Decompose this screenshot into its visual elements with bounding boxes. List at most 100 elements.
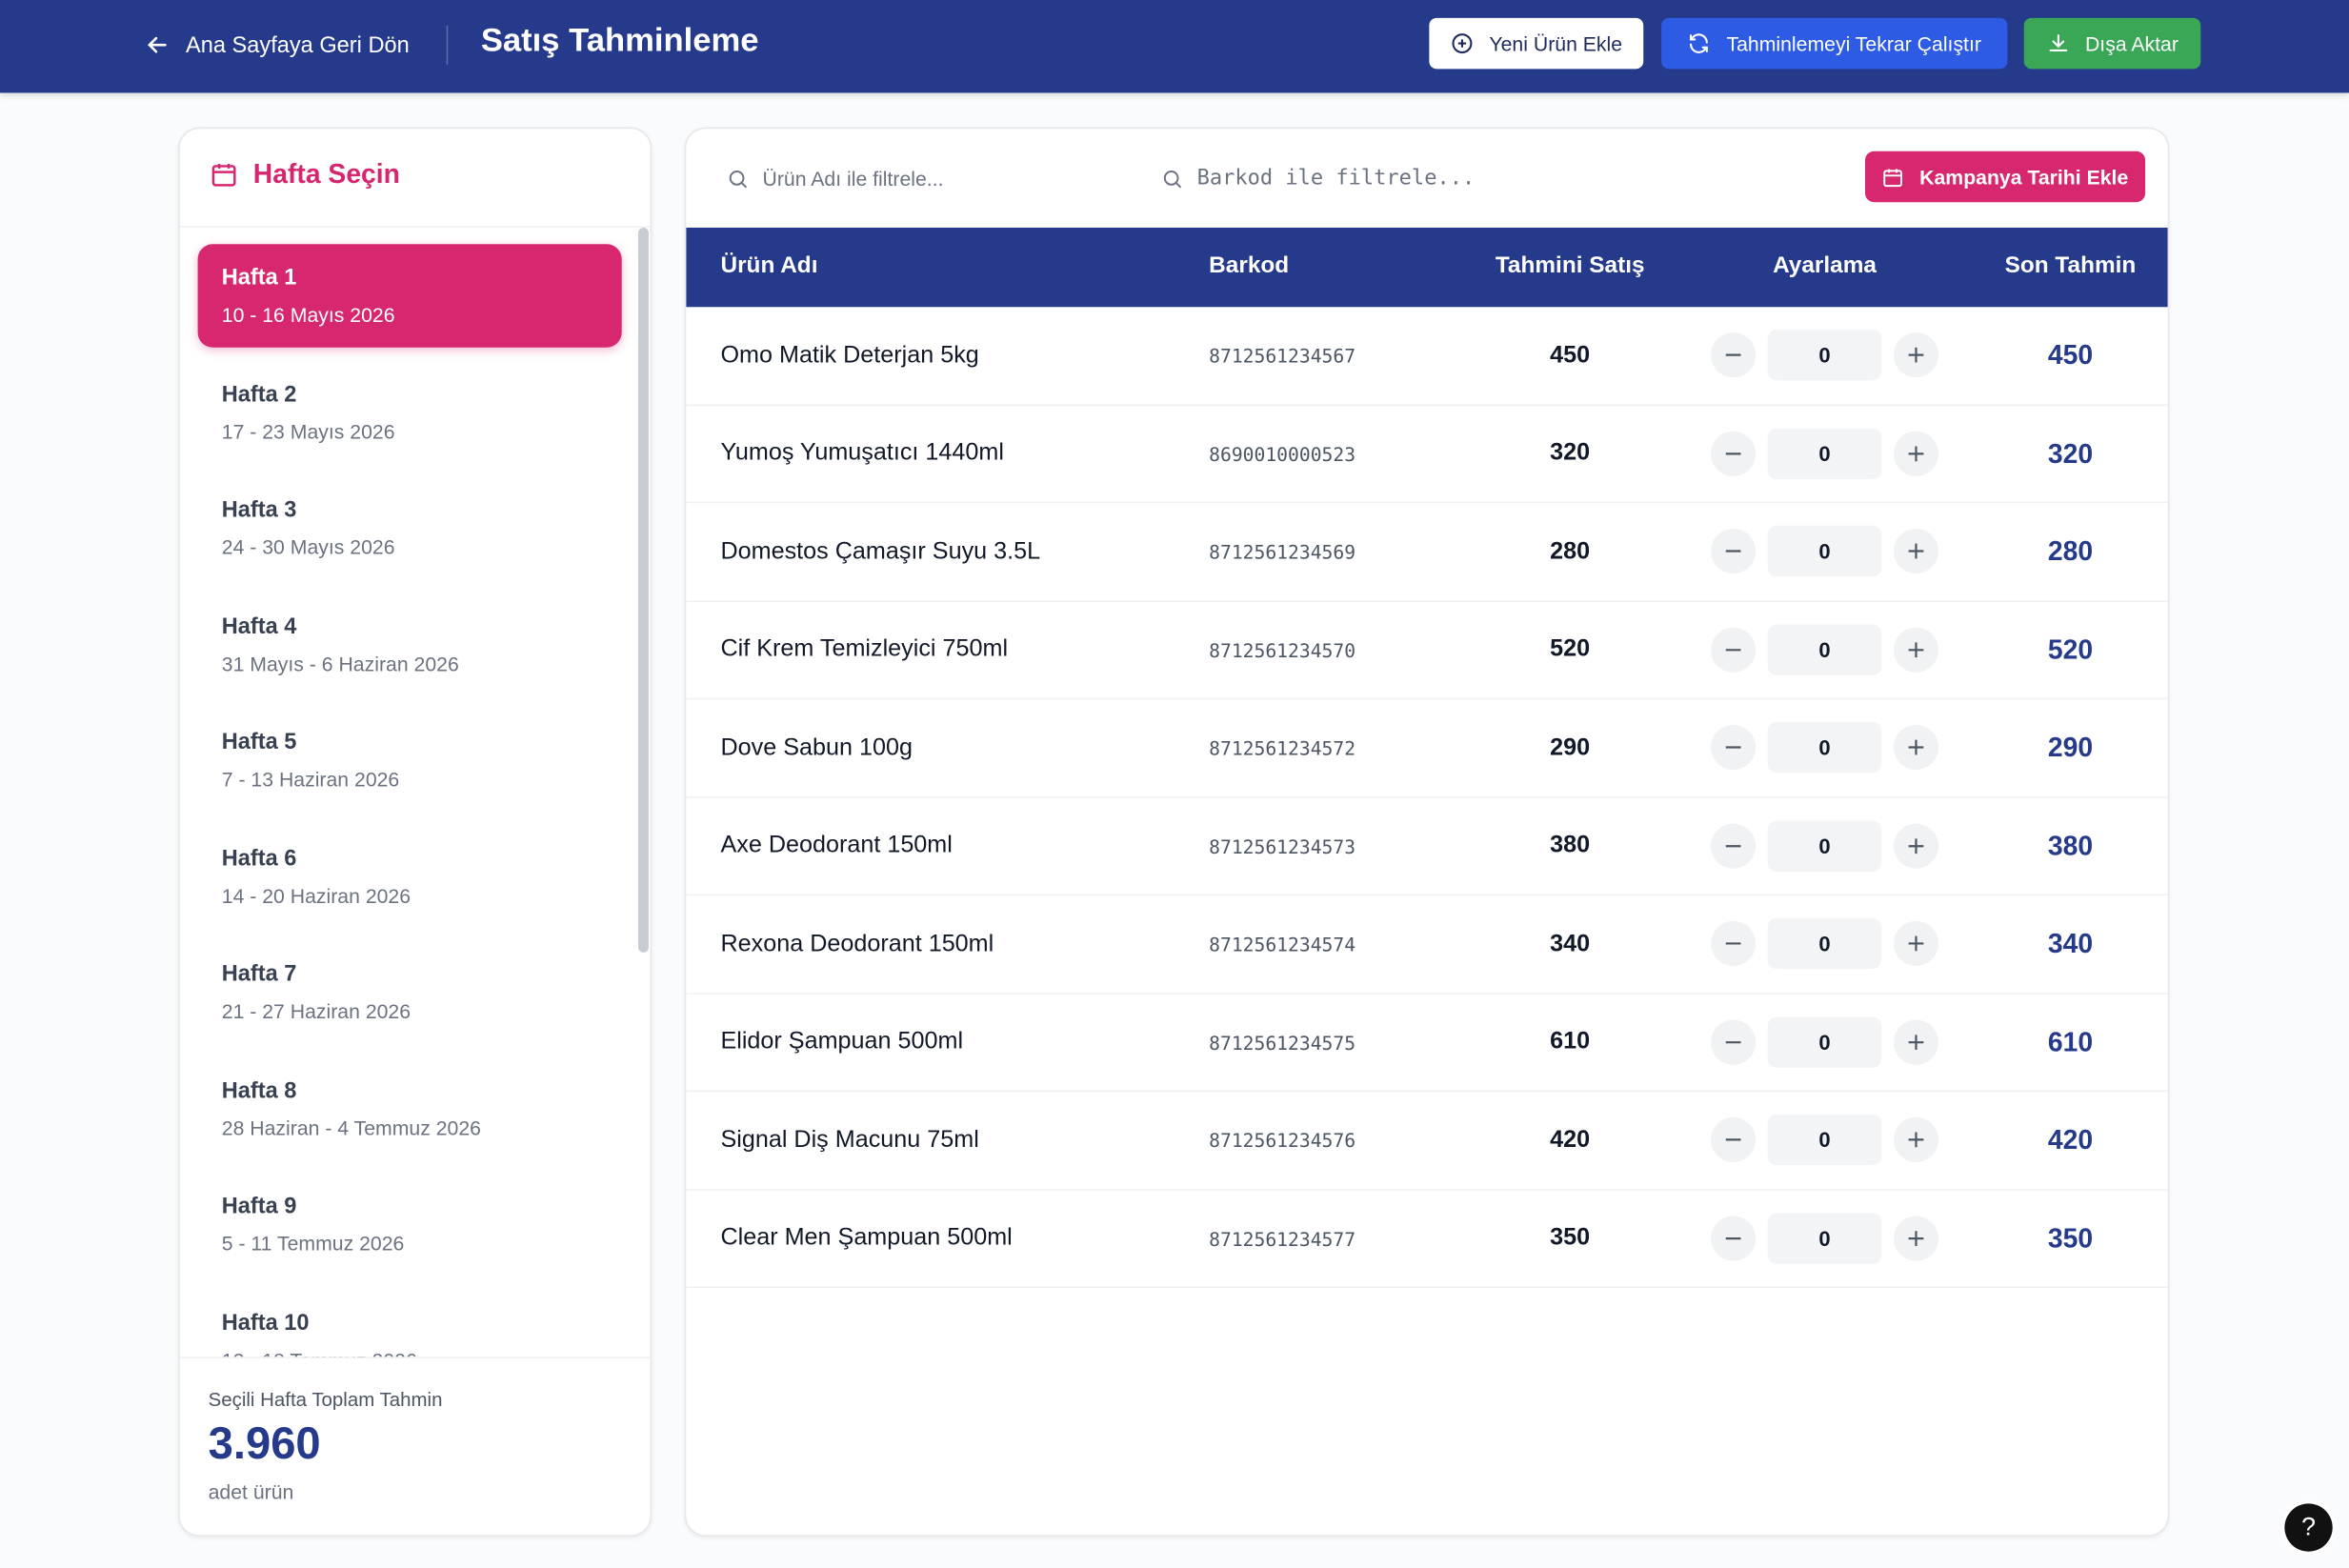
decrement-button[interactable] [1711, 1018, 1757, 1064]
increment-button[interactable] [1893, 528, 1939, 574]
export-button[interactable]: Dışa Aktar [2023, 17, 2201, 70]
product-name: Clear Men Şampuan 500ml [720, 1224, 1013, 1251]
adjustment-input[interactable]: 0 [1767, 525, 1882, 577]
adjustment-input[interactable]: 0 [1767, 917, 1882, 970]
adjustment-input[interactable]: 0 [1767, 1114, 1882, 1166]
decrement-button[interactable] [1711, 724, 1757, 771]
week-label: Hafta 5 [221, 729, 297, 755]
minus-icon [1725, 353, 1741, 356]
week-item[interactable]: Hafta 10 12 - 18 Temmuz 2026 [198, 1289, 622, 1357]
barcode: 8712561234576 [1209, 1129, 1356, 1152]
week-label: Hafta 10 [221, 1309, 310, 1336]
scrollbar[interactable] [637, 227, 649, 953]
increment-button[interactable] [1893, 626, 1939, 673]
week-item[interactable]: Hafta 3 24 - 30 Mayıs 2026 [198, 476, 622, 579]
week-range: 12 - 18 Temmuz 2026 [222, 1349, 598, 1357]
week-item[interactable]: Hafta 8 28 Haziran - 4 Temmuz 2026 [198, 1056, 622, 1159]
plus-icon [1908, 445, 1924, 461]
decrement-button[interactable] [1711, 332, 1757, 378]
forecast: 350 [1550, 1224, 1591, 1251]
barcode: 8712561234572 [1209, 736, 1356, 760]
button-label: Dışa Aktar [2084, 31, 2178, 55]
plus-icon [1452, 33, 1473, 54]
increment-button[interactable] [1893, 332, 1939, 378]
week-item[interactable]: Hafta 2 17 - 23 Mayıs 2026 [198, 360, 622, 463]
week-label: Hafta 4 [221, 613, 297, 639]
decrement-button[interactable] [1711, 822, 1757, 869]
forecast: 290 [1550, 734, 1591, 760]
decrement-button[interactable] [1711, 430, 1757, 476]
table-row: Cif Krem Temizleyici 750ml 8712561234570 5… [686, 601, 2168, 700]
barcode: 8712561234575 [1209, 1031, 1356, 1054]
table-row: Dove Sabun 100g 8712561234572 290 0 290 [686, 699, 2168, 798]
increment-button[interactable] [1893, 822, 1939, 869]
increment-button[interactable] [1893, 430, 1939, 476]
minus-icon [1725, 1236, 1741, 1239]
barcode-filter[interactable]: Barkod ile filtrele... [1161, 162, 1475, 195]
header: Ana Sayfaya Geri Dön Satış Tahminleme Ye… [0, 0, 2349, 93]
decrement-button[interactable] [1711, 920, 1757, 967]
product-name: Rexona Deodorant 150ml [720, 931, 994, 956]
week-label: Hafta 2 [221, 381, 297, 407]
adjustment-input[interactable]: 0 [1767, 1212, 1882, 1264]
sidebar-title-text: Hafta Seçin [252, 158, 400, 190]
final-forecast: 280 [2047, 535, 2094, 567]
minus-icon [1725, 452, 1741, 454]
decrement-button[interactable] [1711, 1215, 1757, 1260]
week-item[interactable]: Hafta 9 5 - 11 Temmuz 2026 [198, 1173, 622, 1276]
minus-icon [1725, 844, 1741, 847]
column-header: Barkod [1209, 252, 1290, 279]
week-range: 17 - 23 Mayıs 2026 [221, 419, 395, 443]
minus-icon [1725, 648, 1741, 651]
decrement-button[interactable] [1711, 528, 1757, 574]
adjustment-input[interactable]: 0 [1767, 427, 1882, 479]
decrement-button[interactable] [1711, 1116, 1757, 1162]
forecast-panel: Ürün Adı ile filtrele... Barkod ile filt… [684, 127, 2170, 1537]
increment-button[interactable] [1893, 1116, 1939, 1162]
week-range: 21 - 27 Haziran 2026 [221, 1000, 412, 1023]
decrement-button[interactable] [1711, 626, 1757, 673]
help-button[interactable]: ? [2284, 1503, 2333, 1552]
week-range: 10 - 16 Mayıs 2026 [221, 304, 395, 327]
adjustment-input[interactable]: 0 [1767, 721, 1882, 774]
week-item[interactable]: Hafta 7 21 - 27 Haziran 2026 [198, 940, 622, 1043]
adjustment-input[interactable]: 0 [1767, 1015, 1882, 1068]
increment-button[interactable] [1893, 724, 1939, 771]
increment-button[interactable] [1893, 1215, 1939, 1260]
table-header: Ürün Adı Barkod Tahmini Satış Ayarlama Son T… [686, 227, 2168, 308]
table-row: Clear Men Şampuan 500ml 8712561234577 350 0… [686, 1190, 2168, 1289]
week-item[interactable]: Hafta 5 7 - 13 Haziran 2026 [198, 709, 622, 812]
minus-icon [1725, 746, 1741, 749]
increment-button[interactable] [1893, 920, 1939, 967]
table-row: Rexona Deodorant 150ml 8712561234574 340 0 3… [686, 895, 2168, 995]
product-name: Domestos Çamaşır Suyu 3.5L [720, 538, 1041, 564]
final-forecast: 290 [2047, 732, 2094, 763]
week-label: Hafta 8 [221, 1077, 297, 1103]
barcode: 8690010000523 [1209, 442, 1356, 466]
week-item[interactable]: Hafta 4 31 Mayıs - 6 Haziran 2026 [198, 593, 622, 695]
product-filter[interactable]: Ürün Adı ile filtrele... [727, 162, 944, 195]
week-item[interactable]: Hafta 1 10 - 16 Mayıs 2026 [197, 244, 622, 348]
product-name: Elidor Şampuan 500ml [720, 1029, 964, 1055]
adjustment-input[interactable]: 0 [1767, 819, 1882, 872]
final-forecast: 520 [2047, 633, 2094, 665]
column-header: Ürün Adı [720, 252, 818, 279]
back-button[interactable]: Ana Sayfaya Geri Dön [144, 27, 410, 63]
table-row: Omo Matik Deterjan 5kg 8712561234567 450 0 4… [686, 307, 2168, 406]
week-item[interactable]: Hafta 6 14 - 20 Haziran 2026 [198, 824, 622, 927]
increment-button[interactable] [1893, 1018, 1939, 1064]
campaign-button[interactable]: Kampanya Tarihi Ekle [1865, 151, 2146, 203]
rerun-button[interactable]: Tahminlemeyi Tekrar Çalıştır [1661, 17, 2008, 70]
divider [179, 226, 651, 228]
forecast: 380 [1550, 833, 1591, 858]
plus-icon [1908, 739, 1924, 755]
week-range: 7 - 13 Haziran 2026 [221, 768, 400, 792]
adjustment-input[interactable]: 0 [1767, 623, 1882, 675]
page-title: Satış Tahminleme [480, 21, 759, 59]
minus-icon [1725, 1138, 1741, 1141]
adjustment-input[interactable]: 0 [1767, 329, 1882, 381]
plus-icon [1908, 935, 1924, 952]
minus-icon [1725, 550, 1741, 553]
week-sidebar: Hafta Seçin Hafta 1 10 - 16 Mayıs 2026 Haf… [178, 127, 652, 1537]
add-product-button[interactable]: Yeni Ürün Ekle [1429, 17, 1644, 70]
